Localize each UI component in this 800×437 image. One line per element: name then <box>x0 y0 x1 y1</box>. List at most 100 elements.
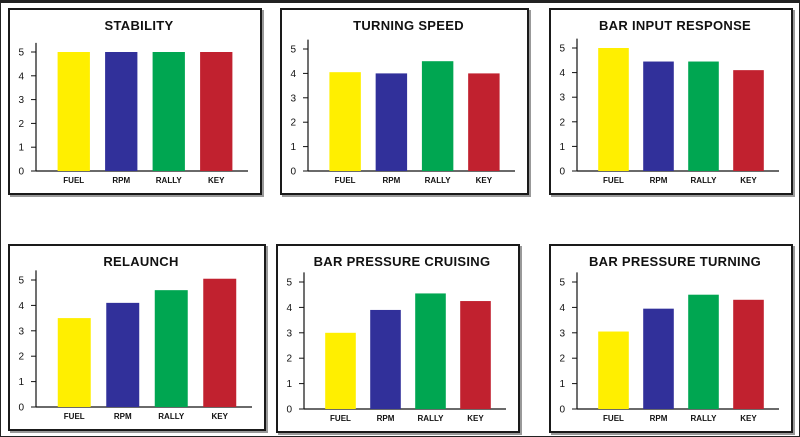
y-tick-label: 2 <box>290 118 296 129</box>
y-tick-label: 5 <box>559 44 565 55</box>
chart-title: RELAUNCH <box>103 254 178 269</box>
x-tick-label: RALLY <box>691 414 718 423</box>
bar-pressure-cruising-chart-svg: BAR PRESSURE CRUISING 0 1 2 3 4 5 FUEL RPM RALLY K… <box>286 254 506 423</box>
x-tick-label: RALLY <box>418 414 445 423</box>
y-tick-label: 1 <box>18 377 24 388</box>
bar-key <box>203 278 237 407</box>
x-tick-label: KEY <box>467 414 484 423</box>
bar-key <box>460 301 491 409</box>
y-tick-label: 4 <box>286 303 292 314</box>
bar-rpm <box>375 73 408 171</box>
stability-chart-panel: STABILITY 0 1 2 3 4 5 FUEL RPM RALLY KEY <box>8 8 262 195</box>
x-tick-label: RPM <box>112 176 130 185</box>
y-tick-label: 3 <box>18 95 24 106</box>
chart-title: BAR INPUT RESPONSE <box>599 18 751 33</box>
bar-input-response-chart-svg: BAR INPUT RESPONSE 0 1 2 3 4 5 FUEL RPM RALLY KEY <box>559 18 779 185</box>
bar-rpm <box>105 52 138 171</box>
y-tick-label: 2 <box>286 354 292 365</box>
bar-rally <box>688 294 719 409</box>
bar-rpm <box>106 302 140 407</box>
bar-pressure-turning-chart-svg: BAR PRESSURE TURNING 0 1 2 3 4 5 FUEL RPM RALLY KE… <box>559 254 779 423</box>
y-tick-label: 0 <box>18 167 24 178</box>
y-tick-label: 0 <box>559 405 565 416</box>
x-tick-label: KEY <box>740 176 757 185</box>
stability-chart-svg: STABILITY 0 1 2 3 4 5 FUEL RPM RALLY KEY <box>18 18 248 185</box>
bar-pressure-cruising-chart-panel: BAR PRESSURE CRUISING 0 1 2 3 4 5 FUEL RPM RALLY K… <box>276 244 520 433</box>
bar-rpm <box>643 308 674 409</box>
y-tick-label: 1 <box>290 142 296 153</box>
turning-speed-chart-svg: TURNING SPEED 0 1 2 3 4 5 FUEL RPM RALLY KEY <box>290 18 515 185</box>
y-tick-label: 5 <box>559 278 565 289</box>
x-tick-label: KEY <box>740 414 757 423</box>
bar-key <box>468 73 500 171</box>
chart-title: BAR PRESSURE TURNING <box>589 254 761 269</box>
turning-speed-chart-panel: TURNING SPEED 0 1 2 3 4 5 FUEL RPM RALLY KEY <box>280 8 529 195</box>
y-tick-label: 3 <box>290 93 296 104</box>
bar-fuel <box>325 332 356 409</box>
x-tick-label: FUEL <box>63 176 84 185</box>
y-tick-label: 0 <box>18 403 24 414</box>
x-tick-label: KEY <box>212 412 229 421</box>
y-tick-label: 1 <box>559 142 565 153</box>
x-tick-label: FUEL <box>64 412 85 421</box>
top-strip <box>0 0 800 3</box>
bar-fuel <box>598 331 629 409</box>
x-tick-label: RPM <box>377 414 395 423</box>
y-tick-label: 4 <box>559 68 565 79</box>
x-tick-label: RALLY <box>156 176 183 185</box>
y-tick-label: 4 <box>18 71 24 82</box>
y-tick-label: 4 <box>18 301 24 312</box>
bar-rally <box>154 290 188 407</box>
y-tick-label: 3 <box>286 328 292 339</box>
bar-fuel <box>329 72 361 171</box>
x-tick-label: FUEL <box>603 176 624 185</box>
y-tick-label: 0 <box>286 405 292 416</box>
relaunch-chart-svg: RELAUNCH 0 1 2 3 4 5 FUEL RPM RALLY KEY <box>18 254 252 421</box>
bar-rally <box>688 61 719 171</box>
y-tick-label: 3 <box>18 326 24 337</box>
y-tick-label: 3 <box>559 328 565 339</box>
chart-title: STABILITY <box>105 18 174 33</box>
relaunch-chart-panel: RELAUNCH 0 1 2 3 4 5 FUEL RPM RALLY KEY <box>8 244 266 431</box>
x-tick-label: RPM <box>650 176 668 185</box>
bar-pressure-turning-chart-panel: BAR PRESSURE TURNING 0 1 2 3 4 5 FUEL RPM RALLY KE… <box>549 244 793 433</box>
y-tick-label: 1 <box>559 379 565 390</box>
y-tick-label: 5 <box>286 278 292 289</box>
y-tick-label: 0 <box>559 167 565 178</box>
x-tick-label: RPM <box>114 412 132 421</box>
x-tick-label: RPM <box>382 176 400 185</box>
bar-key <box>200 52 233 171</box>
bar-key <box>733 70 764 171</box>
x-tick-label: FUEL <box>603 414 624 423</box>
x-tick-label: KEY <box>208 176 225 185</box>
bar-rally <box>152 52 185 171</box>
y-tick-label: 3 <box>559 93 565 104</box>
y-tick-label: 5 <box>18 276 24 287</box>
bar-rpm <box>370 309 401 409</box>
bar-rpm <box>643 61 674 171</box>
bar-fuel <box>57 318 91 407</box>
bar-input-response-chart-panel: BAR INPUT RESPONSE 0 1 2 3 4 5 FUEL RPM RALLY KEY <box>549 8 793 195</box>
y-tick-label: 0 <box>290 167 296 178</box>
y-tick-label: 4 <box>559 303 565 314</box>
chart-title: BAR PRESSURE CRUISING <box>314 254 491 269</box>
y-tick-label: 1 <box>286 379 292 390</box>
bar-rally <box>421 61 454 172</box>
y-tick-label: 1 <box>18 143 24 154</box>
x-tick-label: RALLY <box>425 176 452 185</box>
bar-fuel <box>598 48 629 171</box>
x-tick-label: RALLY <box>691 176 718 185</box>
y-tick-label: 4 <box>290 69 296 80</box>
x-tick-label: RALLY <box>158 412 185 421</box>
x-tick-label: FUEL <box>335 176 356 185</box>
bar-fuel <box>57 52 90 171</box>
x-tick-label: FUEL <box>330 414 351 423</box>
bar-rally <box>415 293 446 409</box>
y-tick-label: 2 <box>18 352 24 363</box>
y-tick-label: 2 <box>559 354 565 365</box>
y-tick-label: 2 <box>559 117 565 128</box>
y-tick-label: 5 <box>290 45 296 56</box>
chart-title: TURNING SPEED <box>353 18 464 33</box>
y-tick-label: 2 <box>18 119 24 130</box>
x-tick-label: RPM <box>650 414 668 423</box>
